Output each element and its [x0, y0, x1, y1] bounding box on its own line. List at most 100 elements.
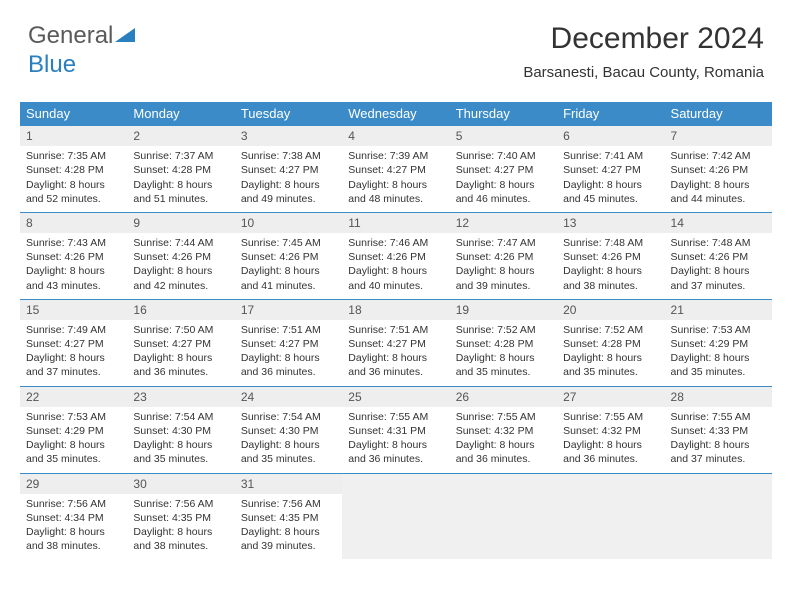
day-body: Sunrise: 7:56 AMSunset: 4:34 PMDaylight:… — [20, 494, 127, 560]
day-number: 22 — [20, 387, 127, 407]
daylight-line: Daylight: 8 hours and 36 minutes. — [133, 351, 228, 379]
sunset-line: Sunset: 4:28 PM — [26, 163, 121, 177]
daylight-line: Daylight: 8 hours and 37 minutes. — [671, 264, 766, 292]
weekday-header: Thursday — [450, 102, 557, 125]
daylight-line: Daylight: 8 hours and 45 minutes. — [563, 178, 658, 206]
day-body: Sunrise: 7:54 AMSunset: 4:30 PMDaylight:… — [127, 407, 234, 473]
sunrise-line: Sunrise: 7:50 AM — [133, 323, 228, 337]
sunrise-line: Sunrise: 7:55 AM — [671, 410, 766, 424]
day-number: 16 — [127, 300, 234, 320]
day-body: Sunrise: 7:44 AMSunset: 4:26 PMDaylight:… — [127, 233, 234, 299]
day-number: 9 — [127, 213, 234, 233]
day-number: 11 — [342, 213, 449, 233]
sunrise-line: Sunrise: 7:37 AM — [133, 149, 228, 163]
weekday-header: Friday — [557, 102, 664, 125]
logo: General Blue — [28, 22, 137, 79]
day-cell: 17Sunrise: 7:51 AMSunset: 4:27 PMDayligh… — [235, 300, 342, 386]
sunset-line: Sunset: 4:26 PM — [26, 250, 121, 264]
day-cell: 28Sunrise: 7:55 AMSunset: 4:33 PMDayligh… — [665, 387, 772, 473]
day-cell: 7Sunrise: 7:42 AMSunset: 4:26 PMDaylight… — [665, 126, 772, 212]
sunrise-line: Sunrise: 7:53 AM — [26, 410, 121, 424]
sunrise-line: Sunrise: 7:56 AM — [26, 497, 121, 511]
sunset-line: Sunset: 4:32 PM — [563, 424, 658, 438]
day-body: Sunrise: 7:55 AMSunset: 4:32 PMDaylight:… — [450, 407, 557, 473]
weekday-header: Sunday — [20, 102, 127, 125]
day-body: Sunrise: 7:55 AMSunset: 4:33 PMDaylight:… — [665, 407, 772, 473]
sunrise-line: Sunrise: 7:55 AM — [456, 410, 551, 424]
day-body: Sunrise: 7:51 AMSunset: 4:27 PMDaylight:… — [235, 320, 342, 386]
empty-cell — [665, 474, 772, 560]
sunrise-line: Sunrise: 7:56 AM — [241, 497, 336, 511]
day-cell: 31Sunrise: 7:56 AMSunset: 4:35 PMDayligh… — [235, 474, 342, 560]
sunset-line: Sunset: 4:35 PM — [133, 511, 228, 525]
day-cell: 27Sunrise: 7:55 AMSunset: 4:32 PMDayligh… — [557, 387, 664, 473]
sunrise-line: Sunrise: 7:49 AM — [26, 323, 121, 337]
daylight-line: Daylight: 8 hours and 39 minutes. — [241, 525, 336, 553]
day-number: 4 — [342, 126, 449, 146]
day-cell: 10Sunrise: 7:45 AMSunset: 4:26 PMDayligh… — [235, 213, 342, 299]
day-number: 18 — [342, 300, 449, 320]
daylight-line: Daylight: 8 hours and 44 minutes. — [671, 178, 766, 206]
sunset-line: Sunset: 4:27 PM — [26, 337, 121, 351]
day-body: Sunrise: 7:38 AMSunset: 4:27 PMDaylight:… — [235, 146, 342, 212]
sunset-line: Sunset: 4:35 PM — [241, 511, 336, 525]
sunrise-line: Sunrise: 7:55 AM — [348, 410, 443, 424]
day-number: 10 — [235, 213, 342, 233]
day-number: 7 — [665, 126, 772, 146]
empty-cell — [342, 474, 449, 560]
day-body: Sunrise: 7:46 AMSunset: 4:26 PMDaylight:… — [342, 233, 449, 299]
sunrise-line: Sunrise: 7:51 AM — [241, 323, 336, 337]
day-number: 26 — [450, 387, 557, 407]
logo-icon — [115, 23, 137, 51]
sunrise-line: Sunrise: 7:55 AM — [563, 410, 658, 424]
day-body: Sunrise: 7:40 AMSunset: 4:27 PMDaylight:… — [450, 146, 557, 212]
daylight-line: Daylight: 8 hours and 35 minutes. — [26, 438, 121, 466]
day-number: 13 — [557, 213, 664, 233]
day-cell: 2Sunrise: 7:37 AMSunset: 4:28 PMDaylight… — [127, 126, 234, 212]
daylight-line: Daylight: 8 hours and 37 minutes. — [26, 351, 121, 379]
daylight-line: Daylight: 8 hours and 38 minutes. — [133, 525, 228, 553]
day-cell: 8Sunrise: 7:43 AMSunset: 4:26 PMDaylight… — [20, 213, 127, 299]
sunrise-line: Sunrise: 7:48 AM — [563, 236, 658, 250]
sunrise-line: Sunrise: 7:46 AM — [348, 236, 443, 250]
day-body: Sunrise: 7:51 AMSunset: 4:27 PMDaylight:… — [342, 320, 449, 386]
daylight-line: Daylight: 8 hours and 38 minutes. — [563, 264, 658, 292]
day-body: Sunrise: 7:55 AMSunset: 4:31 PMDaylight:… — [342, 407, 449, 473]
day-cell: 30Sunrise: 7:56 AMSunset: 4:35 PMDayligh… — [127, 474, 234, 560]
sunrise-line: Sunrise: 7:54 AM — [241, 410, 336, 424]
sunset-line: Sunset: 4:26 PM — [671, 250, 766, 264]
daylight-line: Daylight: 8 hours and 36 minutes. — [348, 351, 443, 379]
week-row: 8Sunrise: 7:43 AMSunset: 4:26 PMDaylight… — [20, 212, 772, 299]
day-number: 6 — [557, 126, 664, 146]
sunset-line: Sunset: 4:32 PM — [456, 424, 551, 438]
day-number: 21 — [665, 300, 772, 320]
daylight-line: Daylight: 8 hours and 42 minutes. — [133, 264, 228, 292]
day-body: Sunrise: 7:48 AMSunset: 4:26 PMDaylight:… — [557, 233, 664, 299]
empty-cell — [557, 474, 664, 560]
daylight-line: Daylight: 8 hours and 39 minutes. — [456, 264, 551, 292]
sunset-line: Sunset: 4:27 PM — [241, 163, 336, 177]
day-number: 23 — [127, 387, 234, 407]
day-cell: 24Sunrise: 7:54 AMSunset: 4:30 PMDayligh… — [235, 387, 342, 473]
day-body: Sunrise: 7:39 AMSunset: 4:27 PMDaylight:… — [342, 146, 449, 212]
daylight-line: Daylight: 8 hours and 51 minutes. — [133, 178, 228, 206]
sunrise-line: Sunrise: 7:41 AM — [563, 149, 658, 163]
sunset-line: Sunset: 4:27 PM — [348, 337, 443, 351]
day-number: 28 — [665, 387, 772, 407]
day-body: Sunrise: 7:55 AMSunset: 4:32 PMDaylight:… — [557, 407, 664, 473]
day-cell: 3Sunrise: 7:38 AMSunset: 4:27 PMDaylight… — [235, 126, 342, 212]
day-number: 29 — [20, 474, 127, 494]
day-body: Sunrise: 7:54 AMSunset: 4:30 PMDaylight:… — [235, 407, 342, 473]
sunset-line: Sunset: 4:29 PM — [671, 337, 766, 351]
sunrise-line: Sunrise: 7:51 AM — [348, 323, 443, 337]
daylight-line: Daylight: 8 hours and 48 minutes. — [348, 178, 443, 206]
sunrise-line: Sunrise: 7:35 AM — [26, 149, 121, 163]
daylight-line: Daylight: 8 hours and 35 minutes. — [133, 438, 228, 466]
daylight-line: Daylight: 8 hours and 35 minutes. — [563, 351, 658, 379]
sunset-line: Sunset: 4:26 PM — [563, 250, 658, 264]
sunrise-line: Sunrise: 7:40 AM — [456, 149, 551, 163]
sunrise-line: Sunrise: 7:52 AM — [456, 323, 551, 337]
day-body: Sunrise: 7:56 AMSunset: 4:35 PMDaylight:… — [127, 494, 234, 560]
sunset-line: Sunset: 4:33 PM — [671, 424, 766, 438]
calendar: SundayMondayTuesdayWednesdayThursdayFrid… — [20, 102, 772, 559]
